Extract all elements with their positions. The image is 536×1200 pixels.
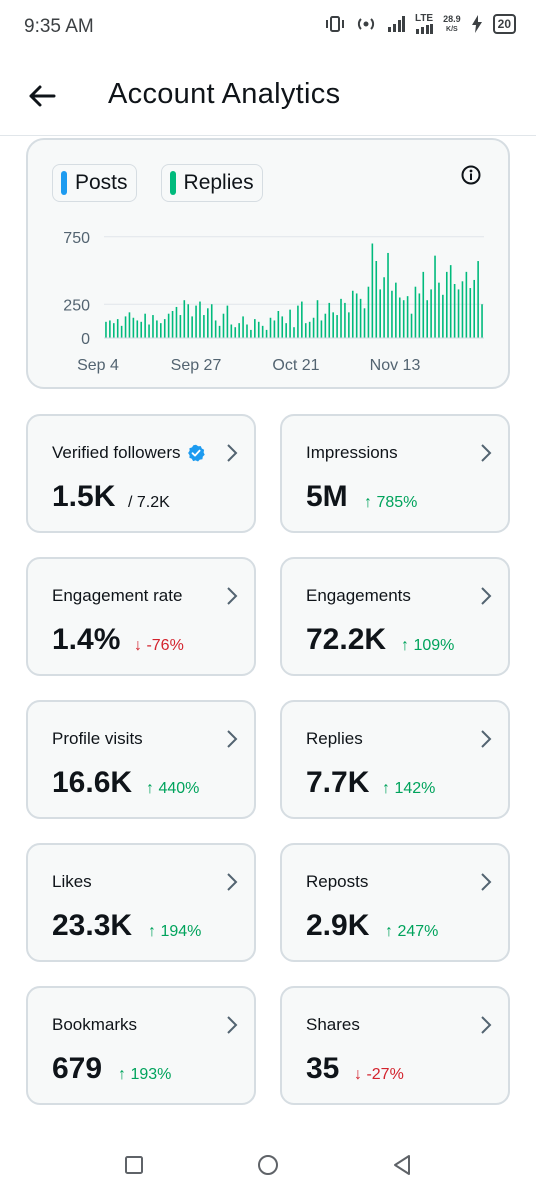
system-back-button[interactable] xyxy=(384,1150,420,1180)
stat-card-likes[interactable]: Likes 23.3K ↑ 194% xyxy=(26,843,256,962)
chevron-right-icon xyxy=(227,873,238,891)
stat-value: 23.3K xyxy=(52,909,133,942)
stat-value: 1.5K xyxy=(52,480,116,513)
app-header: Account Analytics xyxy=(0,56,536,136)
replies-swatch xyxy=(169,171,176,195)
stat-change: ↓ -76% xyxy=(134,637,184,654)
x-tick-label: Sep 27 xyxy=(171,357,222,374)
recents-square-icon xyxy=(125,1156,143,1174)
stat-change: ↑ 247% xyxy=(385,923,439,940)
net-speed: 28.9 K/S xyxy=(443,13,461,34)
stat-card-profile-visits[interactable]: Profile visits 16.6K ↑ 440% xyxy=(26,700,256,819)
bar-chart: 0 250 750 Sep 4 Sep 27 Oct 21 Nov 13 xyxy=(63,230,484,374)
chevron-right-icon xyxy=(481,873,492,891)
stat-card-engagements[interactable]: Engagements 72.2K ↑ 109% xyxy=(280,557,510,676)
y-tick-label: 250 xyxy=(63,297,90,314)
posts-swatch xyxy=(61,171,67,195)
stat-label: Engagement rate xyxy=(52,586,183,605)
stat-label: Impressions xyxy=(306,443,398,462)
signal-icon xyxy=(387,16,405,32)
analytics-chart-card: 0 250 750 Sep 4 Sep 27 Oct 21 Nov 13 Posts Rep… xyxy=(26,138,510,389)
stat-change: ↓ -27% xyxy=(354,1066,404,1083)
stat-card-bookmarks[interactable]: Bookmarks 679 ↑ 193% xyxy=(26,986,256,1105)
charging-icon xyxy=(471,15,483,33)
stat-label: Profile visits xyxy=(52,729,143,748)
stat-value: 16.6K xyxy=(52,766,133,799)
stat-value: 2.9K xyxy=(306,909,370,942)
chevron-right-icon xyxy=(227,444,238,462)
legend-posts-label: Posts xyxy=(75,171,128,194)
stat-value: 7.7K xyxy=(306,766,370,799)
status-time: 9:35 AM xyxy=(24,16,94,37)
chevron-right-icon xyxy=(227,587,238,605)
stat-value: 5M xyxy=(306,480,348,513)
vibrate-icon xyxy=(325,15,345,33)
arrow-left-icon xyxy=(29,85,56,107)
stat-card-reposts[interactable]: Reposts 2.9K ↑ 247% xyxy=(280,843,510,962)
net-speed-value: 28.9 xyxy=(443,13,461,24)
net-speed-unit: K/S xyxy=(446,25,458,33)
system-nav-bar xyxy=(0,1130,536,1200)
network-label: LTE xyxy=(414,13,434,24)
stat-label: Verified followers xyxy=(52,443,205,463)
stat-card-replies[interactable]: Replies 7.7K ↑ 142% xyxy=(280,700,510,819)
chevron-right-icon xyxy=(481,587,492,605)
chevron-right-icon xyxy=(481,444,492,462)
stat-label: Replies xyxy=(306,729,363,748)
info-icon xyxy=(461,165,481,185)
chevron-right-icon xyxy=(227,730,238,748)
x-tick-label: Oct 21 xyxy=(272,357,319,374)
stat-label: Likes xyxy=(52,872,92,891)
verified-badge-icon xyxy=(187,444,205,462)
stat-change: ↑ 193% xyxy=(118,1066,172,1083)
stat-value: 72.2K xyxy=(306,623,387,656)
x-tick-label: Sep 4 xyxy=(77,357,119,374)
y-tick-label: 750 xyxy=(63,230,90,247)
stat-change: ↑ 142% xyxy=(382,780,436,797)
info-button[interactable] xyxy=(460,164,486,190)
x-tick-label: Nov 13 xyxy=(370,357,421,374)
stat-change: ↑ 194% xyxy=(148,923,202,940)
stat-value: 1.4% xyxy=(52,623,121,656)
stat-card-impressions[interactable]: Impressions 5M ↑ 785% xyxy=(280,414,510,533)
chevron-right-icon xyxy=(481,1016,492,1034)
legend-replies[interactable]: Replies xyxy=(160,164,263,202)
y-tick-label: 0 xyxy=(81,331,90,348)
legend-posts[interactable]: Posts xyxy=(52,164,137,202)
legend-replies-label: Replies xyxy=(183,171,254,194)
home-button[interactable] xyxy=(250,1150,286,1180)
battery-indicator: 20 xyxy=(492,14,516,34)
back-triangle-icon xyxy=(394,1155,410,1175)
status-bar: 9:35 AM LTE 28.9 K/S 20 xyxy=(0,0,536,56)
chevron-right-icon xyxy=(481,730,492,748)
stat-card-verified-followers[interactable]: Verified followers 1.5K / 7.2K xyxy=(26,414,256,533)
stat-label: Bookmarks xyxy=(52,1015,138,1034)
stat-change: ↑ 109% xyxy=(401,637,455,654)
stat-label: Shares xyxy=(306,1015,360,1034)
chart-legend: Posts Replies xyxy=(52,164,263,202)
recents-button[interactable] xyxy=(116,1150,152,1180)
hotspot-icon xyxy=(355,15,377,33)
stat-total: / 7.2K xyxy=(128,494,170,511)
stat-change: ↑ 440% xyxy=(146,780,200,797)
status-icons: LTE 28.9 K/S 20 xyxy=(325,14,516,34)
stat-label-text: Verified followers xyxy=(52,443,181,462)
stat-label: Engagements xyxy=(306,586,411,605)
stat-change: ↑ 785% xyxy=(364,494,418,511)
home-circle-icon xyxy=(258,1155,278,1175)
stat-card-engagement-rate[interactable]: Engagement rate 1.4% ↓ -76% xyxy=(26,557,256,676)
chevron-right-icon xyxy=(227,1016,238,1034)
lte-signal-icon: LTE xyxy=(415,14,433,34)
page-title: Account Analytics xyxy=(108,78,341,110)
stat-value: 679 xyxy=(52,1052,103,1085)
stat-label: Reposts xyxy=(306,872,369,891)
stat-value: 35 xyxy=(306,1052,340,1085)
back-button[interactable] xyxy=(22,78,62,114)
stat-card-shares[interactable]: Shares 35 ↓ -27% xyxy=(280,986,510,1105)
